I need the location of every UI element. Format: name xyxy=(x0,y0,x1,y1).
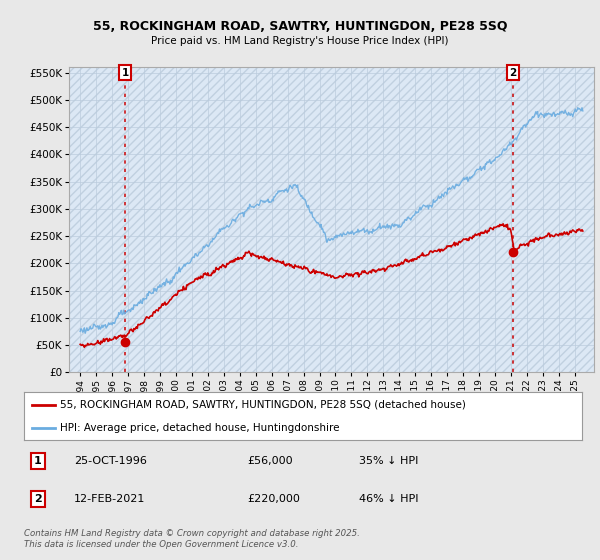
Text: 55, ROCKINGHAM ROAD, SAWTRY, HUNTINGDON, PE28 5SQ (detached house): 55, ROCKINGHAM ROAD, SAWTRY, HUNTINGDON,… xyxy=(60,400,466,410)
Text: 12-FEB-2021: 12-FEB-2021 xyxy=(74,494,146,504)
Text: 2: 2 xyxy=(509,68,517,78)
Text: Contains HM Land Registry data © Crown copyright and database right 2025.
This d: Contains HM Land Registry data © Crown c… xyxy=(24,529,360,549)
Text: 55, ROCKINGHAM ROAD, SAWTRY, HUNTINGDON, PE28 5SQ: 55, ROCKINGHAM ROAD, SAWTRY, HUNTINGDON,… xyxy=(93,20,507,32)
Text: 1: 1 xyxy=(122,68,129,78)
Text: 25-OCT-1996: 25-OCT-1996 xyxy=(74,456,147,466)
Text: 35% ↓ HPI: 35% ↓ HPI xyxy=(359,456,418,466)
Text: Price paid vs. HM Land Registry's House Price Index (HPI): Price paid vs. HM Land Registry's House … xyxy=(151,36,449,46)
Text: 46% ↓ HPI: 46% ↓ HPI xyxy=(359,494,418,504)
Text: £56,000: £56,000 xyxy=(247,456,293,466)
Text: 1: 1 xyxy=(34,456,42,466)
Text: HPI: Average price, detached house, Huntingdonshire: HPI: Average price, detached house, Hunt… xyxy=(60,423,340,433)
Text: 2: 2 xyxy=(34,494,42,504)
Text: £220,000: £220,000 xyxy=(247,494,300,504)
